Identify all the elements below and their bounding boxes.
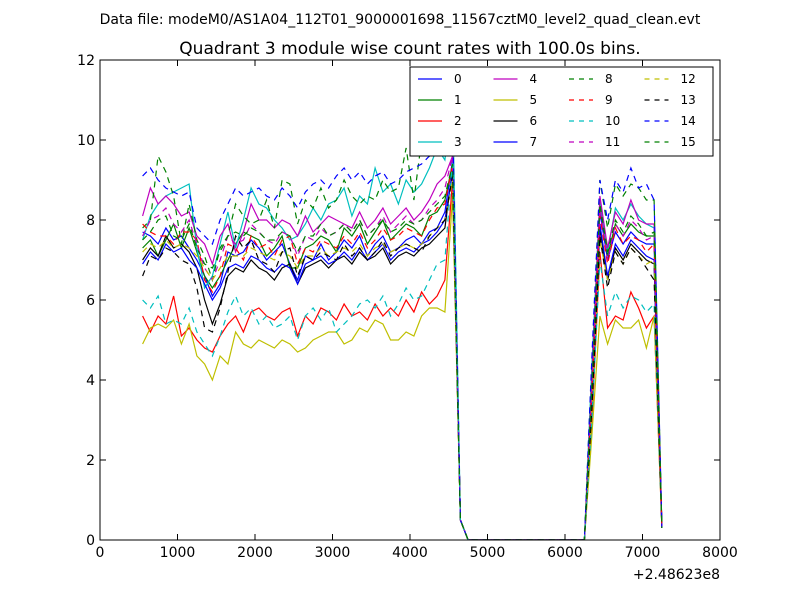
legend-label-3: 3 (454, 135, 462, 149)
y-tick-label: 8 (86, 213, 95, 229)
legend-label-13: 13 (681, 93, 696, 107)
chart-title: Quadrant 3 module wise count rates with … (179, 39, 640, 59)
legend-label-4: 4 (530, 72, 538, 86)
legend-label-14: 14 (681, 114, 696, 128)
series-line-15 (142, 163, 663, 540)
series-line-11 (142, 155, 663, 540)
series-line-8 (142, 127, 663, 540)
series-line-12 (142, 179, 663, 540)
legend-label-1: 1 (454, 93, 462, 107)
legend-label-10: 10 (605, 114, 620, 128)
x-tick-label: 6000 (547, 545, 583, 561)
legend-label-0: 0 (454, 72, 462, 86)
legend-label-15: 15 (681, 135, 696, 149)
legend-label-12: 12 (681, 72, 696, 86)
series-line-5 (142, 195, 663, 540)
series-line-9 (142, 163, 663, 540)
series-layer (142, 95, 663, 540)
legend-box (409, 66, 714, 157)
series-line-3 (142, 95, 663, 540)
y-tick-label: 12 (77, 53, 95, 69)
legend-label-6: 6 (530, 114, 538, 128)
series-line-0 (142, 159, 663, 540)
y-tick-label: 4 (86, 373, 95, 389)
x-tick-label: 4000 (392, 545, 428, 561)
legend-label-8: 8 (605, 72, 613, 86)
x-tick-label: 8000 (702, 545, 738, 561)
series-line-13 (142, 175, 663, 540)
data-file-suptitle: Data file: modeM0/AS1A04_112T01_90000016… (100, 12, 701, 28)
x-tick-label: 1000 (160, 545, 196, 561)
series-line-4 (142, 155, 663, 540)
legend-label-9: 9 (605, 93, 613, 107)
y-tick-label: 2 (86, 453, 95, 469)
y-tick-label: 6 (86, 293, 95, 309)
x-tick-label: 7000 (625, 545, 661, 561)
x-tick-label: 0 (96, 545, 105, 561)
series-line-10 (142, 159, 663, 540)
y-tick-label: 0 (86, 533, 95, 549)
y-tick-label: 10 (77, 133, 95, 149)
legend-label-5: 5 (530, 93, 538, 107)
series-line-2 (142, 179, 663, 540)
x-offset-label: +2.48623e8 (633, 567, 720, 583)
legend-label-11: 11 (605, 135, 620, 149)
x-tick-label: 2000 (237, 545, 273, 561)
x-tick-label: 3000 (315, 545, 351, 561)
axis-ticks: 0 1000 2000 3000 4000 5000 6000 7000 80000246810… (77, 53, 738, 561)
series-line-14 (142, 119, 663, 540)
legend-label-7: 7 (530, 135, 538, 149)
legend-label-2: 2 (454, 114, 462, 128)
x-tick-label: 5000 (470, 545, 506, 561)
